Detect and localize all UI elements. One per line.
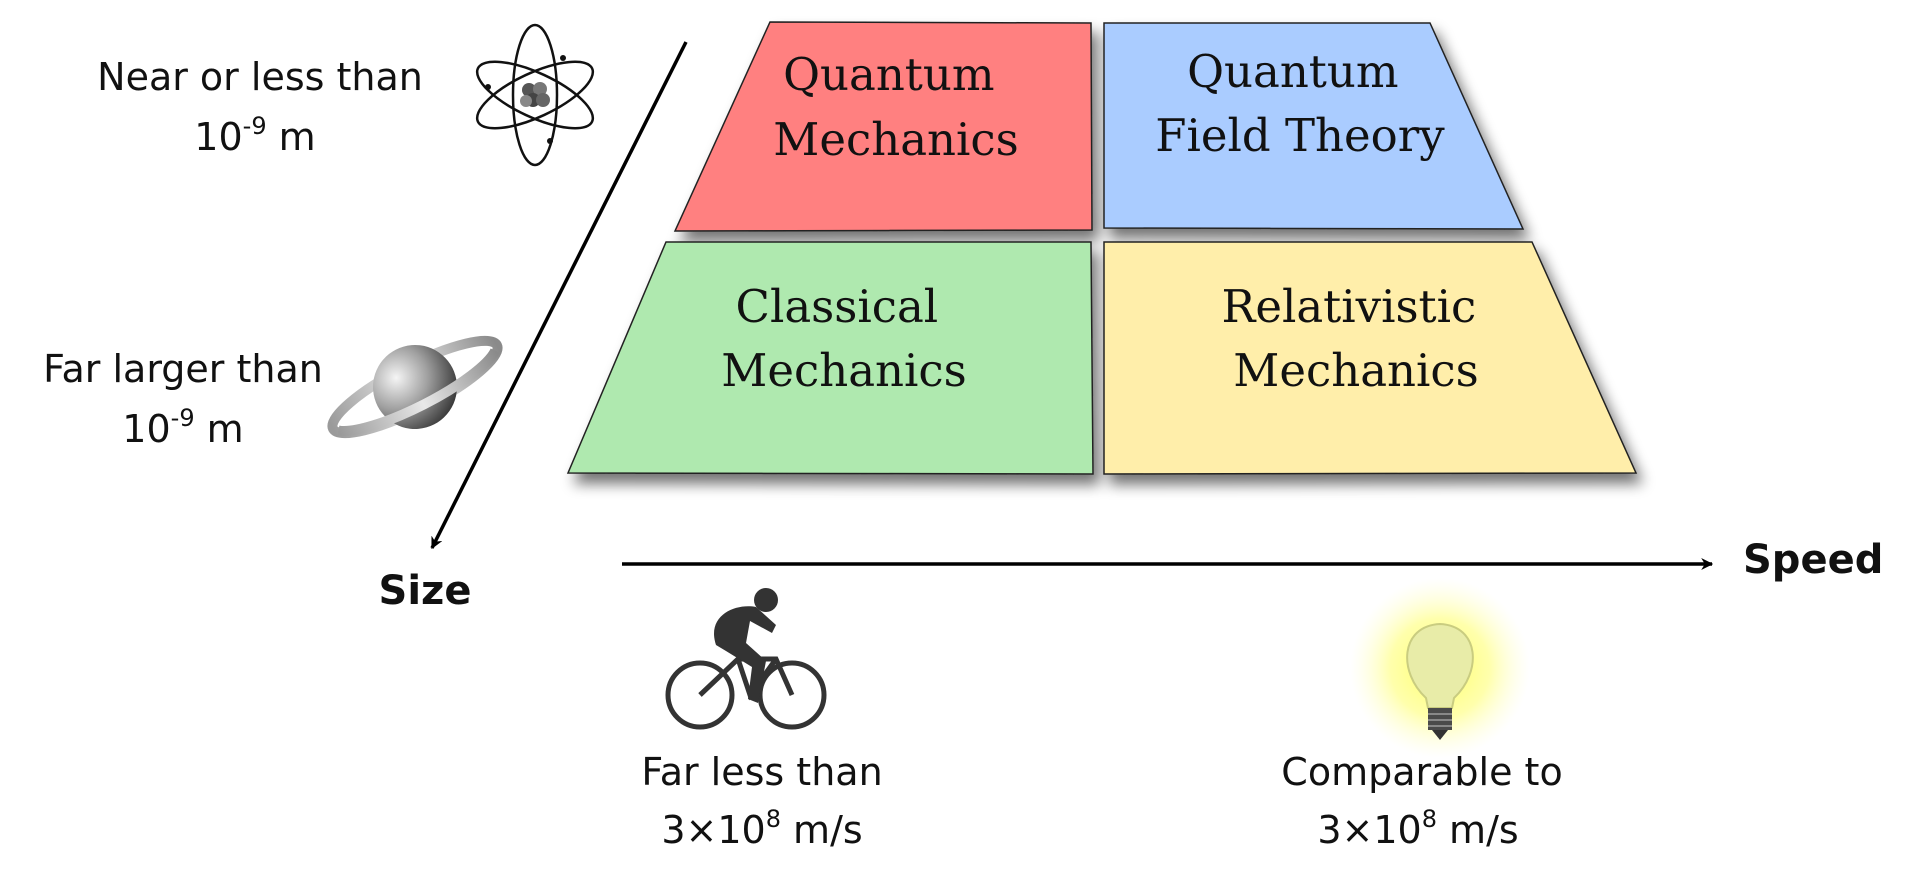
- size-axis-label: Size: [379, 568, 472, 614]
- atom-icon: [475, 23, 595, 167]
- classical-mechanics-label: Classical Mechanics: [721, 280, 966, 397]
- quadrant-grid: [566, 21, 1638, 475]
- relativistic-mechanics-label: Relativistic Mechanics: [1221, 280, 1490, 397]
- size-large-label: Far larger than: [43, 347, 323, 391]
- speed-fast-value: 3×108 m/s: [1317, 805, 1518, 852]
- quadrant-relativistic-mechanics: [1103, 241, 1638, 475]
- quadrant-classical-mechanics: [566, 241, 1094, 475]
- speed-axis-label: Speed: [1743, 537, 1883, 583]
- size-large-value: 10-9 m: [122, 404, 243, 451]
- quadrant-quantum-field-theory: [1103, 22, 1525, 230]
- size-axis-arrow: [430, 41, 688, 550]
- quantum-mechanics-label: Quantum Mechanics: [773, 48, 1018, 166]
- speed-slow-value: 3×108 m/s: [661, 805, 862, 852]
- quadrant-quantum-mechanics: [673, 21, 1093, 232]
- speed-fast-label: Comparable to: [1281, 750, 1562, 794]
- light-bulb-icon: [1350, 578, 1530, 758]
- planet-icon: [327, 335, 503, 439]
- size-small-value: 10-9 m: [194, 112, 315, 159]
- size-small-label: Near or less than: [97, 55, 423, 99]
- cyclist-icon: [665, 588, 827, 730]
- speed-slow-label: Far less than: [641, 750, 882, 794]
- quantum-field-theory-label: Quantum Field Theory: [1155, 45, 1445, 162]
